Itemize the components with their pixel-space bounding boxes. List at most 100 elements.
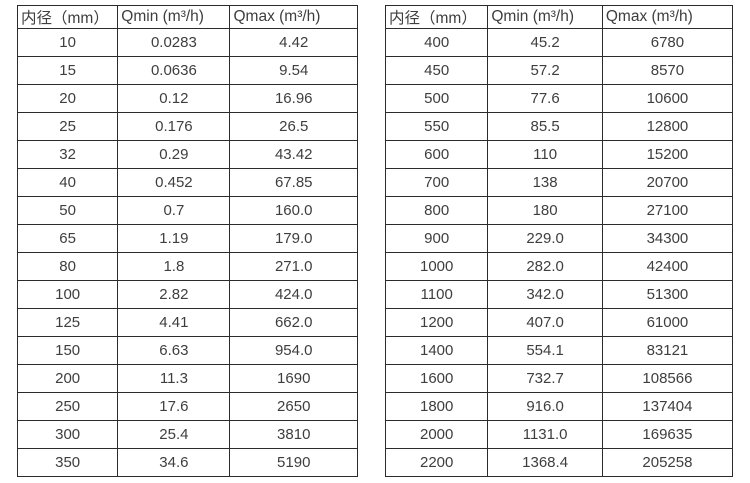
flow-spec-table-large-diameters: 内径（mm） Qmin (m³/h) Qmax (m³/h) 400 45.2 6780 4… xyxy=(384,5,734,477)
cell-diameter: 1800 xyxy=(384,392,489,421)
cell-qmax: 4.42 xyxy=(229,28,358,57)
cell-diameter: 40 xyxy=(16,168,119,197)
cell-qmax: 2650 xyxy=(229,392,358,421)
cell-qmax: 169635 xyxy=(601,420,734,449)
table-row: 2000 1131.0 169635 xyxy=(384,420,734,449)
table-row: 40 0.452 67.85 xyxy=(16,168,358,197)
cell-qmin: 732.7 xyxy=(487,364,603,393)
table-row: 25 0.176 26.5 xyxy=(16,112,358,141)
header-row: 内径（mm） Qmin (m³/h) Qmax (m³/h) xyxy=(16,5,358,29)
cell-qmin: 2.82 xyxy=(117,280,231,309)
cell-qmax: 108566 xyxy=(601,364,734,393)
cell-diameter: 32 xyxy=(16,140,119,169)
table-row: 300 25.4 3810 xyxy=(16,420,358,449)
table-row: 450 57.2 8570 xyxy=(384,56,734,85)
cell-diameter: 1100 xyxy=(384,280,489,309)
table-row: 600 110 15200 xyxy=(384,140,734,169)
table-row: 1000 282.0 42400 xyxy=(384,252,734,281)
cell-diameter: 1000 xyxy=(384,252,489,281)
cell-qmin: 282.0 xyxy=(487,252,603,281)
column-header-qmin: Qmin (m³/h) xyxy=(117,5,231,29)
cell-qmin: 0.452 xyxy=(117,168,231,197)
cell-diameter: 250 xyxy=(16,392,119,421)
cell-diameter: 200 xyxy=(16,364,119,393)
cell-qmax: 16.96 xyxy=(229,84,358,113)
cell-diameter: 450 xyxy=(384,56,489,85)
cell-qmax: 3810 xyxy=(229,420,358,449)
cell-qmin: 0.0283 xyxy=(117,28,231,57)
cell-qmax: 26.5 xyxy=(229,112,358,141)
cell-qmax: 179.0 xyxy=(229,224,358,253)
table-row: 2200 1368.4 205258 xyxy=(384,448,734,477)
cell-diameter: 50 xyxy=(16,196,119,225)
cell-diameter: 150 xyxy=(16,336,119,365)
cell-diameter: 550 xyxy=(384,112,489,141)
cell-qmin: 1.19 xyxy=(117,224,231,253)
table-row: 50 0.7 160.0 xyxy=(16,196,358,225)
cell-qmin: 138 xyxy=(487,168,603,197)
cell-qmax: 15200 xyxy=(601,140,734,169)
cell-diameter: 2200 xyxy=(384,448,489,477)
cell-diameter: 700 xyxy=(384,168,489,197)
table-row: 250 17.6 2650 xyxy=(16,392,358,421)
cell-qmin: 85.5 xyxy=(487,112,603,141)
cell-qmax: 10600 xyxy=(601,84,734,113)
cell-qmin: 0.12 xyxy=(117,84,231,113)
cell-diameter: 300 xyxy=(16,420,119,449)
cell-qmin: 6.63 xyxy=(117,336,231,365)
cell-diameter: 25 xyxy=(16,112,119,141)
table-row: 700 138 20700 xyxy=(384,168,734,197)
table-row: 15 0.0636 9.54 xyxy=(16,56,358,85)
cell-qmax: 83121 xyxy=(601,336,734,365)
cell-qmin: 342.0 xyxy=(487,280,603,309)
column-header-qmax: Qmax (m³/h) xyxy=(601,5,734,29)
cell-qmax: 5190 xyxy=(229,448,358,477)
cell-diameter: 1400 xyxy=(384,336,489,365)
cell-qmin: 229.0 xyxy=(487,224,603,253)
cell-diameter: 1200 xyxy=(384,308,489,337)
table-row: 400 45.2 6780 xyxy=(384,28,734,57)
cell-qmax: 6780 xyxy=(601,28,734,57)
cell-diameter: 10 xyxy=(16,28,119,57)
cell-qmax: 43.42 xyxy=(229,140,358,169)
cell-diameter: 600 xyxy=(384,140,489,169)
cell-qmax: 12800 xyxy=(601,112,734,141)
cell-qmin: 0.7 xyxy=(117,196,231,225)
header-row: 内径（mm） Qmin (m³/h) Qmax (m³/h) xyxy=(384,5,734,29)
cell-diameter: 125 xyxy=(16,308,119,337)
cell-diameter: 20 xyxy=(16,84,119,113)
cell-diameter: 15 xyxy=(16,56,119,85)
cell-qmax: 1690 xyxy=(229,364,358,393)
cell-qmax: 205258 xyxy=(601,448,734,477)
cell-diameter: 350 xyxy=(16,448,119,477)
cell-qmax: 67.85 xyxy=(229,168,358,197)
cell-qmin: 1.8 xyxy=(117,252,231,281)
column-header-qmin: Qmin (m³/h) xyxy=(487,5,603,29)
table-row: 1100 342.0 51300 xyxy=(384,280,734,309)
cell-qmax: 137404 xyxy=(601,392,734,421)
table-row: 200 11.3 1690 xyxy=(16,364,358,393)
cell-qmax: 954.0 xyxy=(229,336,358,365)
table-row: 1200 407.0 61000 xyxy=(384,308,734,337)
cell-diameter: 900 xyxy=(384,224,489,253)
table-row: 100 2.82 424.0 xyxy=(16,280,358,309)
cell-qmin: 25.4 xyxy=(117,420,231,449)
column-header-qmax: Qmax (m³/h) xyxy=(229,5,358,29)
cell-qmax: 662.0 xyxy=(229,308,358,337)
cell-diameter: 100 xyxy=(16,280,119,309)
table-row: 550 85.5 12800 xyxy=(384,112,734,141)
cell-qmin: 11.3 xyxy=(117,364,231,393)
cell-qmin: 180 xyxy=(487,196,603,225)
cell-qmax: 160.0 xyxy=(229,196,358,225)
table-row: 10 0.0283 4.42 xyxy=(16,28,358,57)
cell-qmin: 77.6 xyxy=(487,84,603,113)
cell-diameter: 800 xyxy=(384,196,489,225)
cell-qmin: 554.1 xyxy=(487,336,603,365)
cell-qmax: 42400 xyxy=(601,252,734,281)
cell-qmin: 0.0636 xyxy=(117,56,231,85)
cell-qmax: 20700 xyxy=(601,168,734,197)
table-row: 900 229.0 34300 xyxy=(384,224,734,253)
cell-diameter: 80 xyxy=(16,252,119,281)
cell-qmax: 61000 xyxy=(601,308,734,337)
